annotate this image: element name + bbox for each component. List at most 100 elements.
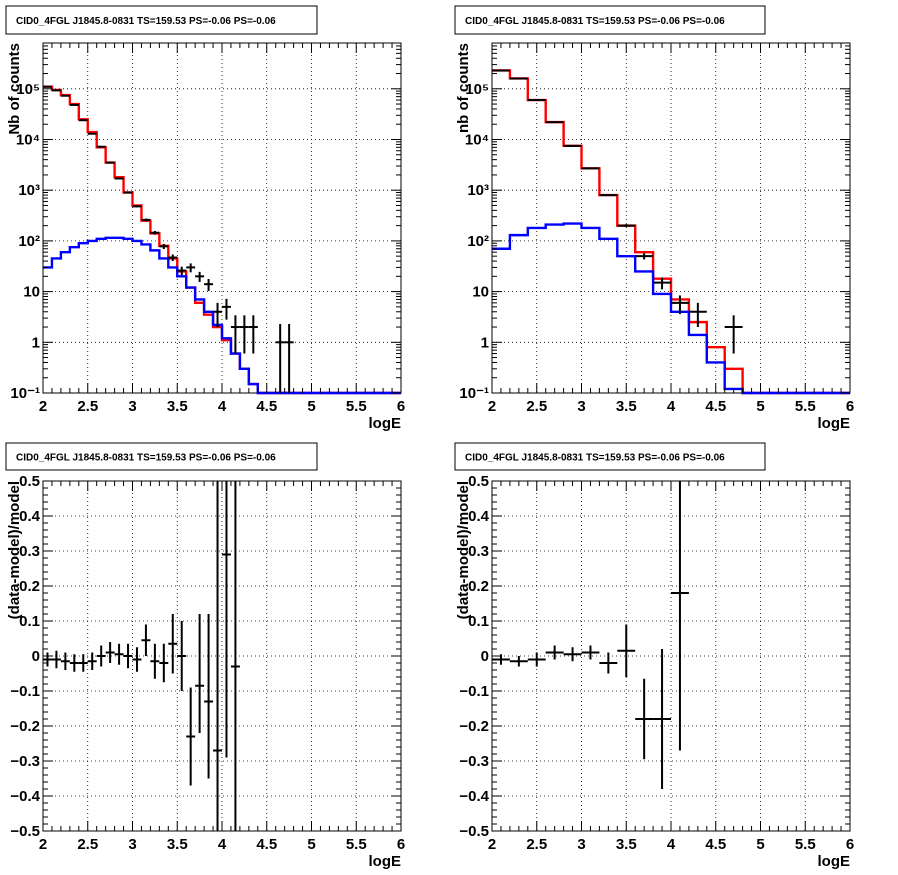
y-tick-label: 10⁴: [465, 131, 489, 148]
data-point: [635, 253, 654, 260]
data-point: [60, 652, 70, 670]
y-axis-title: nb of counts: [455, 43, 472, 133]
data-point: [724, 315, 743, 354]
data-point: [96, 145, 106, 148]
pad-title: CID0_4FGL J1845.8-0831 TS=159.53 PS=-0.0…: [465, 453, 725, 464]
title-box: [5, 442, 318, 471]
data-point: [69, 654, 79, 672]
y-tick-label: −0.4: [10, 788, 40, 805]
x-tick-label: 3.5: [616, 398, 637, 415]
data-point: [159, 243, 169, 250]
data-point: [563, 144, 582, 147]
data-point: [186, 687, 196, 786]
y-tick-label: −0.1: [10, 683, 40, 700]
data-point: [87, 652, 97, 670]
y-tick-label: 10³: [18, 182, 40, 199]
data-point: [599, 194, 618, 197]
title-box: [454, 5, 766, 35]
x-tick-label: 2: [39, 398, 47, 415]
x-tick-label: 6: [846, 836, 854, 853]
data-point: [150, 643, 160, 679]
x-tick-label: 5: [756, 836, 764, 853]
x-tick-label: 3.5: [167, 836, 188, 853]
data-point: [581, 645, 600, 660]
x-tick-label: 2.5: [526, 398, 547, 415]
data-point: [230, 481, 240, 831]
y-tick-label: 1: [32, 334, 40, 351]
y-tick-label: 0.5: [19, 473, 40, 490]
x-tick-label: 2: [488, 398, 496, 415]
pad-title: CID0_4FGL J1845.8-0831 TS=159.53 PS=-0.0…: [16, 16, 276, 27]
data-point: [168, 614, 178, 674]
x-tick-label: 6: [397, 398, 405, 415]
y-tick-label: 0: [481, 648, 489, 665]
data-point: [168, 254, 178, 262]
data-point: [213, 302, 222, 328]
x-tick-label: 4: [218, 836, 227, 853]
x-tick-label: 2.5: [526, 836, 547, 853]
ticks-layer: 2 2.5 3 3.5 4 4.5 5 5.5 6 −0.5 −0.4 −0.3 −0.2 −0.1 0 0.…: [10, 473, 405, 853]
x-tick-label: 5: [307, 398, 315, 415]
data-point: [78, 654, 88, 672]
y-tick-label: 1: [481, 334, 489, 351]
histogram-line: [43, 236, 401, 395]
x-tick-label: 2.5: [77, 836, 98, 853]
x-tick-label: 4: [667, 398, 676, 415]
x-tick-label: 4.5: [256, 398, 277, 415]
data-point: [105, 642, 115, 663]
y-tick-label: −0.5: [459, 823, 489, 840]
data-point: [222, 481, 231, 758]
x-tick-label: 2: [39, 836, 47, 853]
x-tick-label: 3.5: [616, 836, 637, 853]
x-tick-label: 5: [307, 836, 315, 853]
data-point: [617, 224, 636, 228]
data-point: [204, 614, 214, 779]
x-tick-label: 3: [128, 398, 136, 415]
y-tick-label: 10: [23, 284, 40, 301]
x-axis-title: logE: [369, 415, 402, 432]
data-point: [150, 230, 160, 235]
y-tick-label: −0.1: [459, 683, 489, 700]
histogram-line: [492, 222, 850, 395]
series-layer: [492, 481, 689, 789]
y-tick-label: 0.4: [19, 508, 41, 525]
pad-title: CID0_4FGL J1845.8-0831 TS=159.53 PS=-0.0…: [465, 16, 725, 27]
y-tick-label: −0.3: [10, 753, 40, 770]
x-tick-label: 3: [577, 398, 585, 415]
x-tick-label: 4.5: [705, 398, 726, 415]
series-layer: [43, 481, 240, 831]
ticks-layer: 2 2.5 3 3.5 4 4.5 5 5.5 6 10⁻¹ 1 10 10² 10³ 10⁴ 10⁵: [459, 42, 854, 415]
data-point: [114, 643, 124, 665]
data-point: [248, 315, 258, 354]
x-tick-label: 6: [846, 398, 854, 415]
data-point: [275, 323, 285, 393]
y-tick-label: 0.3: [468, 543, 489, 560]
x-tick-label: 4.5: [256, 836, 277, 853]
data-point: [114, 177, 124, 180]
y-tick-label: −0.5: [10, 823, 40, 840]
y-axis-title: (data-model)/model: [6, 481, 23, 619]
x-tick-label: 3.5: [167, 398, 188, 415]
series-layer: [492, 69, 850, 395]
data-point: [671, 481, 689, 751]
data-point: [230, 315, 240, 354]
x-axis-title: logE: [818, 415, 851, 432]
data-point: [195, 614, 205, 733]
ticks-layer: 2 2.5 3 3.5 4 4.5 5 5.5 6 10⁻¹ 1 10 10² 10³ 10⁴ 10⁵: [10, 42, 405, 415]
title-box: [5, 5, 318, 35]
y-tick-label: 0.4: [468, 508, 490, 525]
data-point: [688, 302, 707, 328]
y-tick-label: 10⁵: [16, 81, 40, 98]
y-tick-label: −0.3: [459, 753, 489, 770]
x-tick-label: 5.5: [346, 398, 367, 415]
x-tick-label: 2: [488, 836, 496, 853]
y-tick-label: 10: [472, 284, 489, 301]
data-point: [159, 643, 169, 683]
data-point: [204, 279, 214, 291]
y-tick-label: 10²: [18, 233, 40, 250]
x-tick-label: 5.5: [795, 398, 816, 415]
y-tick-label: 0.3: [19, 543, 40, 560]
y-tick-label: 10⁻¹: [459, 385, 489, 402]
pad-counts-right: 2 2.5 3 3.5 4 4.5 5 5.5 6 10⁻¹ 1 10 10² 10³ 10⁴ 10⁵ CID…: [454, 5, 854, 432]
